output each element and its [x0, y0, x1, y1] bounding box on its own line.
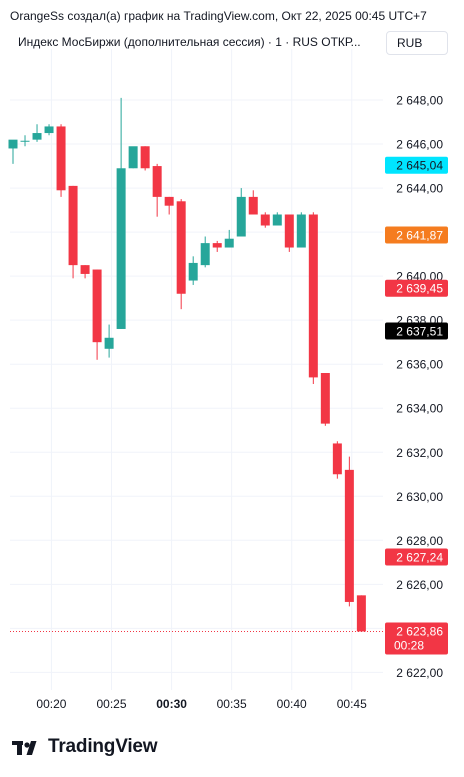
- candle-down: [356, 595, 366, 632]
- candle-up: [44, 126, 54, 134]
- y-tick-label: 2 648,00: [396, 94, 443, 108]
- y-tick-label: 2 628,00: [396, 534, 443, 548]
- last-price-value: 2 623,86: [396, 624, 443, 638]
- candle-down: [68, 185, 78, 266]
- chart-caption: OrangeSs создал(а) график на TradingView…: [10, 9, 427, 23]
- candle-up: [224, 238, 234, 248]
- price-labels: 2 645,04 2 641,87 2 639,45 2 637,51 2 627,24…: [385, 156, 448, 655]
- y-tick-label: 2 630,00: [396, 490, 443, 504]
- candle-up: [188, 262, 198, 281]
- candle-down: [176, 201, 186, 294]
- y-tick-label: 2 632,00: [396, 446, 443, 460]
- candle-down: [212, 243, 222, 248]
- candle-up: [296, 214, 306, 248]
- y-tick-label: 2 636,00: [396, 358, 443, 372]
- x-tick-label: 00:45: [337, 697, 367, 711]
- candle-down: [344, 469, 354, 602]
- candle-up: [32, 133, 42, 140]
- y-tick-label: 2 644,00: [396, 182, 443, 196]
- currency-selector[interactable]: RUB: [386, 31, 448, 55]
- price-label: 2 645,04: [396, 159, 443, 173]
- symbol-legend[interactable]: Индекс МосБиржи (дополнительная сессия) …: [18, 35, 382, 49]
- price-label-bg: [385, 279, 448, 297]
- candle-up: [272, 214, 282, 226]
- candle-up: [200, 243, 210, 266]
- price-label: 2 637,51: [396, 324, 443, 338]
- candle-up: [236, 196, 246, 237]
- price-label-bg: [385, 322, 448, 340]
- y-tick-label: 2 626,00: [396, 578, 443, 592]
- y-tick-label: 2 646,00: [396, 138, 443, 152]
- candle-down: [140, 146, 150, 169]
- candles: [8, 97, 366, 632]
- candle-down: [80, 265, 90, 274]
- candle-down: [320, 373, 330, 424]
- price-label-bg: [385, 548, 448, 566]
- candle-down: [260, 214, 270, 226]
- candle-down: [332, 443, 342, 475]
- price-axis: 2 648,002 646,002 644,002 642,002 640,00…: [36, 94, 443, 711]
- candle-down: [92, 269, 102, 343]
- candle-up: [128, 146, 138, 169]
- grid-lines: [10, 36, 383, 690]
- x-tick-label: 00:40: [277, 697, 307, 711]
- price-label: 2 639,45: [396, 282, 443, 296]
- x-tick-label: 00:25: [96, 697, 126, 711]
- candle-up: [116, 168, 126, 329]
- price-label: 2 641,87: [396, 228, 443, 242]
- candle-down: [308, 214, 318, 378]
- price-label: 2 627,24: [396, 551, 443, 565]
- price-label-bg: [385, 156, 448, 174]
- candle-down: [152, 166, 162, 197]
- x-tick-label: 00:20: [36, 697, 66, 711]
- last-price-tag-bg: [385, 622, 448, 655]
- candle-up: [104, 337, 114, 349]
- candle-down: [284, 214, 294, 248]
- y-tick-label: 2 634,00: [396, 402, 443, 416]
- y-tick-label: 2 622,00: [396, 666, 443, 680]
- x-tick-label: 00:30: [156, 697, 187, 711]
- candle-up: [8, 139, 18, 149]
- last-price-countdown: 00:28: [394, 638, 424, 652]
- tradingview-logo-icon: [12, 740, 37, 755]
- x-tick-label: 00:35: [217, 697, 247, 711]
- tradingview-logo[interactable]: TradingView: [12, 736, 158, 758]
- candle-down: [164, 196, 174, 206]
- price-label-bg: [385, 226, 448, 244]
- candle-up: [20, 140, 30, 142]
- candle-down: [248, 196, 258, 215]
- brand-name: TradingView: [48, 736, 158, 757]
- candle-down: [56, 126, 66, 191]
